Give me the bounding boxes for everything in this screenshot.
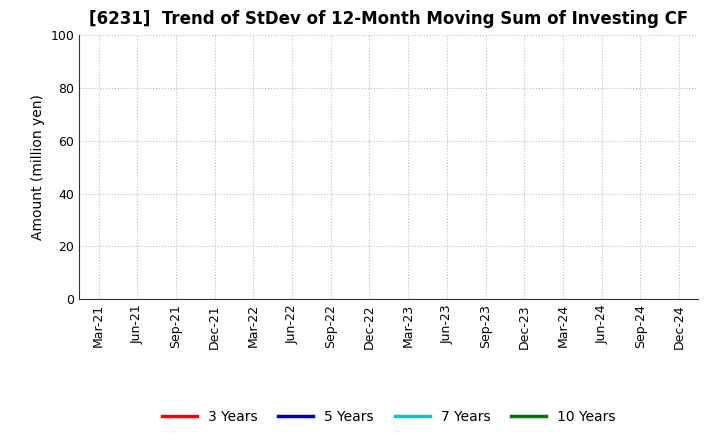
Y-axis label: Amount (million yen): Amount (million yen): [31, 94, 45, 240]
Title: [6231]  Trend of StDev of 12-Month Moving Sum of Investing CF: [6231] Trend of StDev of 12-Month Moving…: [89, 10, 688, 28]
Legend: 3 Years, 5 Years, 7 Years, 10 Years: 3 Years, 5 Years, 7 Years, 10 Years: [157, 404, 621, 429]
